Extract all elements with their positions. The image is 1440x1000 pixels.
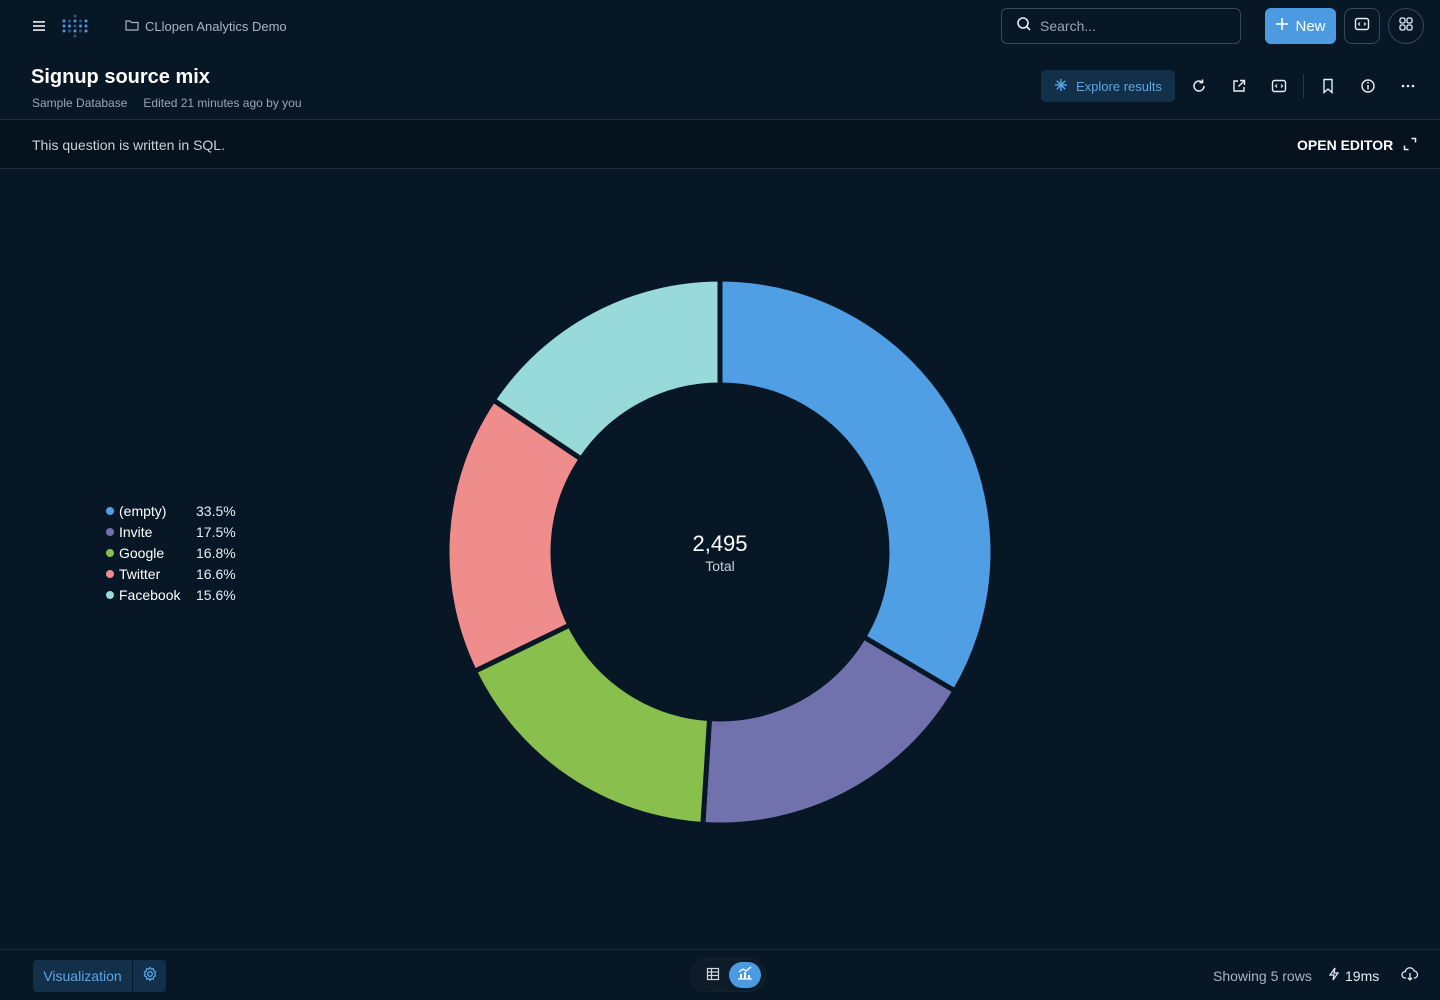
share-icon[interactable]	[1229, 76, 1249, 96]
question-meta: Sample Database Edited 21 minutes ago by…	[32, 96, 302, 110]
legend-item[interactable]: Twitter 16.6%	[106, 563, 236, 584]
collection-breadcrumb[interactable]: CLlopen Analytics Demo	[125, 17, 287, 35]
legend-percent: 15.6%	[196, 586, 236, 603]
new-button-label: New	[1295, 17, 1326, 35]
chart-icon	[737, 965, 753, 985]
refresh-icon[interactable]	[1189, 76, 1209, 96]
gear-icon	[142, 966, 158, 987]
row-count: Showing 5 rows	[1213, 968, 1312, 984]
sql-notice-bar: This question is written in SQL. OPEN ED…	[0, 119, 1440, 169]
chart-settings-button[interactable]	[133, 960, 166, 992]
legend-label: Facebook	[119, 586, 181, 603]
cloud-download-icon	[1401, 966, 1419, 987]
search-input[interactable]	[1040, 18, 1220, 34]
legend-label: (empty)	[119, 502, 167, 519]
collection-name: CLlopen Analytics Demo	[145, 18, 287, 34]
explore-results-button[interactable]: Explore results	[1041, 70, 1175, 102]
folder-icon	[125, 19, 139, 34]
search-box[interactable]	[1001, 8, 1241, 44]
edited-info[interactable]: Edited 21 minutes ago by you	[143, 96, 302, 110]
legend-percent: 16.8%	[196, 544, 236, 561]
table-icon	[706, 967, 720, 986]
chart-total-label: Total	[705, 558, 735, 574]
legend-percent: 16.6%	[196, 565, 236, 582]
download-results-button[interactable]	[1400, 966, 1420, 986]
chart-view-toggle[interactable]	[729, 962, 761, 988]
page-title[interactable]: Signup source mix	[31, 66, 210, 88]
legend-percent: 17.5%	[196, 523, 236, 540]
search-icon	[1016, 16, 1032, 37]
donut-slice-4[interactable]	[489, 276, 723, 463]
legend-label: Google	[119, 544, 165, 561]
info-icon[interactable]	[1358, 76, 1378, 96]
sidebar-toggle-icon[interactable]	[30, 17, 48, 35]
toolbar-divider	[1303, 74, 1304, 98]
timing-value: 19ms	[1345, 967, 1380, 984]
sparkle-icon	[1054, 78, 1068, 95]
legend-color-dot	[106, 569, 114, 578]
plus-icon	[1275, 17, 1289, 35]
visualization-button[interactable]: Visualization	[33, 960, 132, 992]
more-options-icon[interactable]	[1398, 76, 1418, 96]
expand-icon	[1403, 137, 1417, 154]
logo-icon[interactable]	[60, 11, 90, 41]
query-timing: 19ms	[1328, 967, 1379, 984]
top-bar: CLlopen Analytics Demo New	[0, 0, 1440, 52]
legend-color-dot	[106, 548, 114, 557]
legend-label: Twitter	[119, 565, 161, 582]
legend-item[interactable]: (empty) 33.5%	[106, 500, 236, 521]
open-editor-label: OPEN EDITOR	[1297, 137, 1394, 153]
embed-icon	[1354, 16, 1370, 37]
apps-button[interactable]	[1388, 8, 1424, 44]
legend-color-dot	[106, 506, 114, 515]
grid-icon	[1398, 16, 1414, 37]
embed-button[interactable]	[1344, 8, 1380, 44]
legend-item[interactable]: Invite 17.5%	[106, 521, 236, 542]
chart-legend: (empty) 33.5% Invite 17.5% Google 16.8% Twitte…	[106, 500, 236, 605]
view-toggle	[690, 958, 766, 992]
explore-results-label: Explore results	[1076, 78, 1162, 94]
legend-item[interactable]: Google 16.8%	[106, 542, 236, 563]
table-view-toggle[interactable]	[700, 964, 726, 988]
database-name[interactable]: Sample Database	[32, 96, 128, 110]
donut-slice-0[interactable]	[717, 276, 996, 695]
bookmark-icon[interactable]	[1318, 76, 1338, 96]
embed-question-icon[interactable]	[1269, 76, 1289, 96]
sql-notice-text: This question is written in SQL.	[32, 137, 225, 153]
legend-item[interactable]: Facebook 15.6%	[106, 584, 236, 605]
legend-color-dot	[106, 527, 114, 536]
legend-label: Invite	[119, 523, 153, 540]
legend-color-dot	[106, 590, 114, 599]
legend-percent: 33.5%	[196, 502, 236, 519]
new-button[interactable]: New	[1265, 8, 1336, 44]
footer-bar: Visualization Showing 5 rows 19ms	[0, 949, 1440, 1000]
open-editor-button[interactable]: OPEN EDITOR	[1297, 135, 1417, 155]
lightning-icon	[1328, 967, 1340, 984]
chart-total-value: 2,495	[692, 531, 748, 556]
